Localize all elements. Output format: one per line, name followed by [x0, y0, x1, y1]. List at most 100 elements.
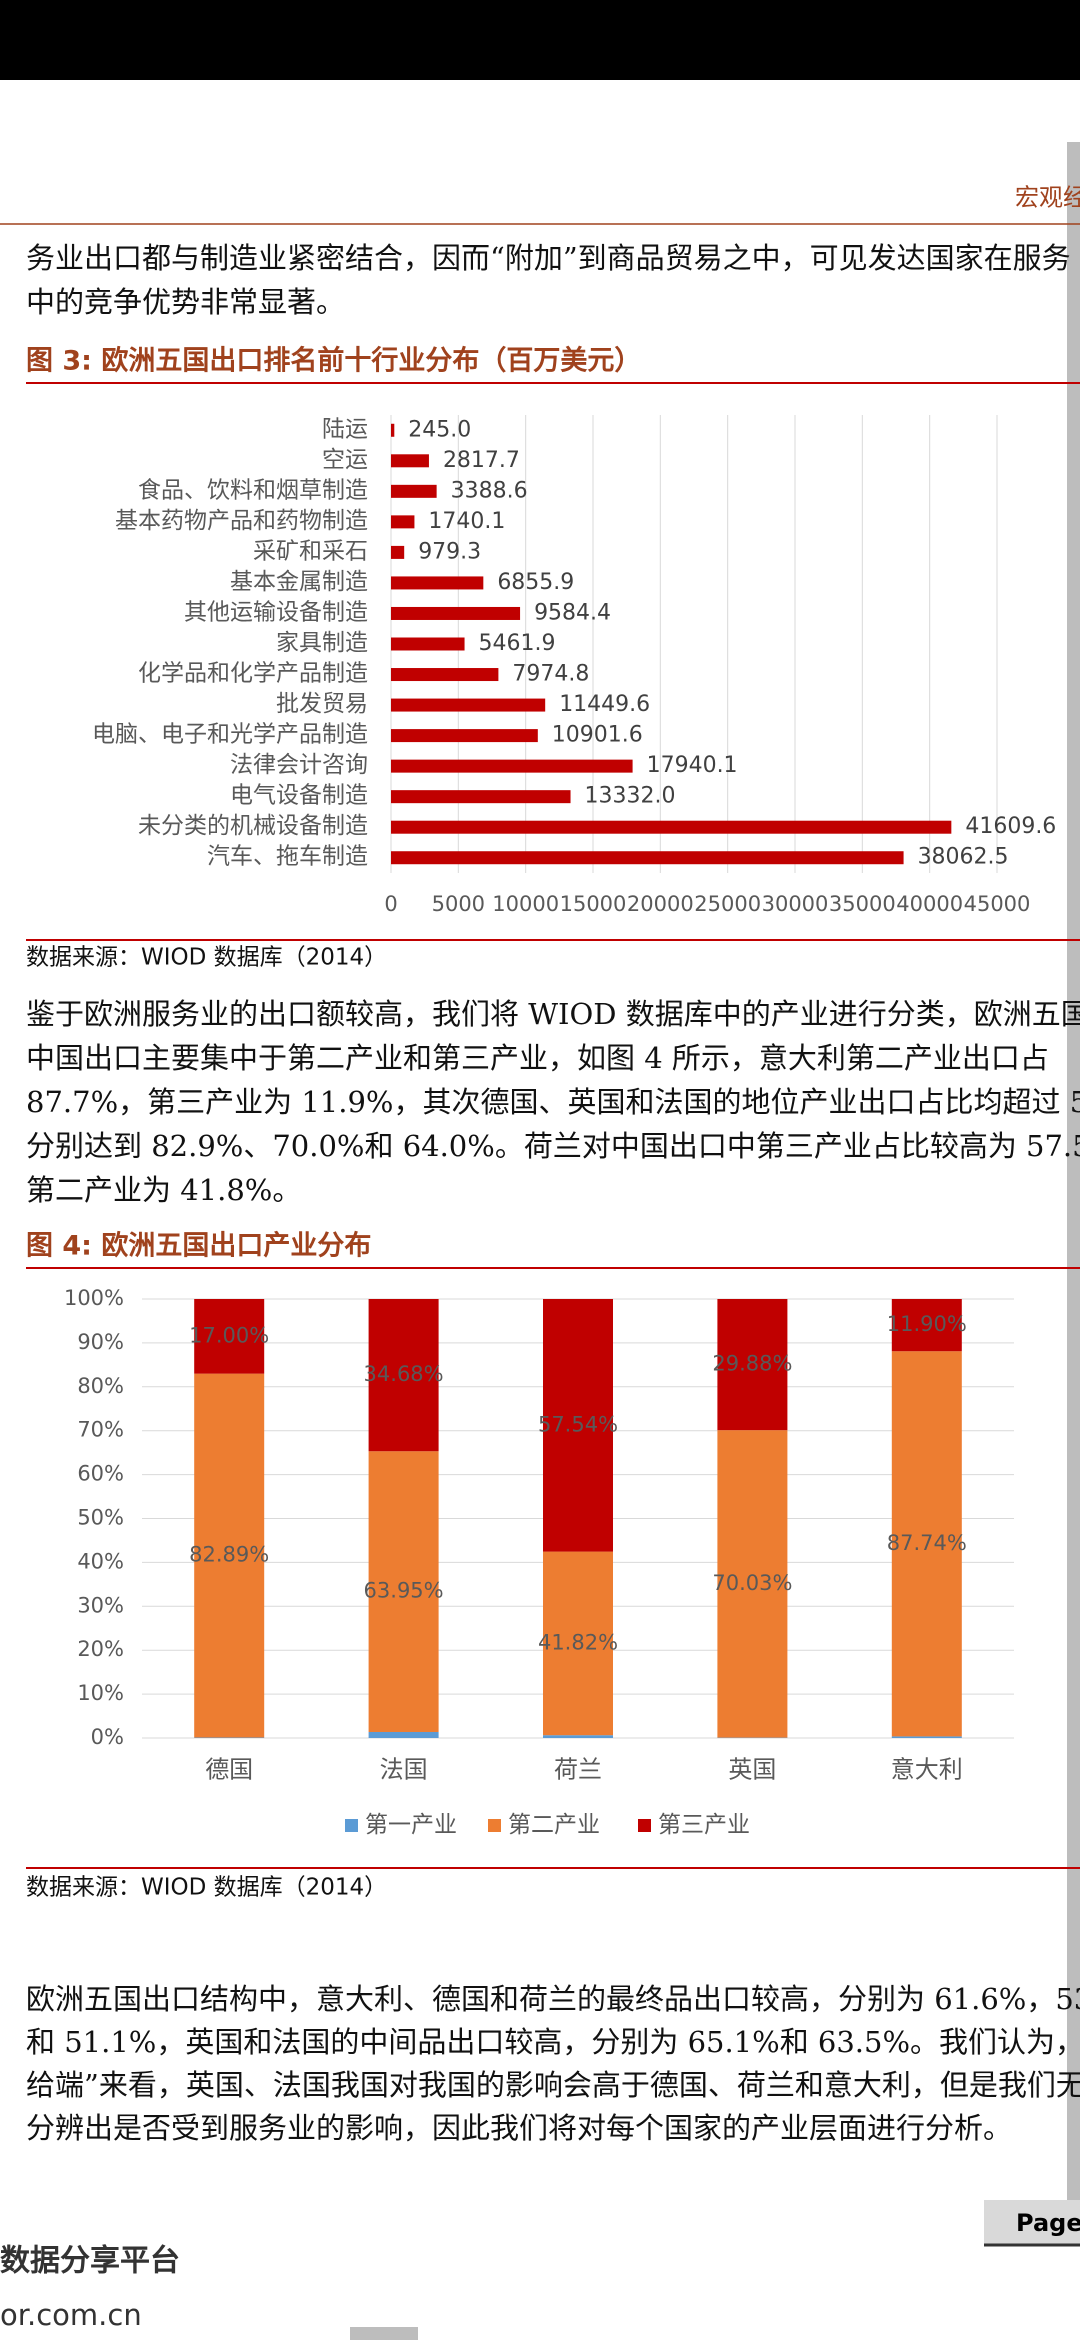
paragraph-line: 分别达到 82.9%、70.0%和 64.0%。荷兰对中国出口中第三产业占比较高… — [26, 1129, 1080, 1163]
data-label: 5461.9 — [479, 631, 556, 656]
y-tick-label: 法律会计咨询 — [230, 752, 368, 778]
x-tick-label: 40000 — [896, 892, 963, 916]
y-tick-label: 60% — [77, 1462, 124, 1486]
data-label: 17940.1 — [647, 753, 738, 778]
y-tick-label: 其他运输设备制造 — [184, 599, 368, 625]
data-label: 3388.6 — [451, 478, 528, 503]
y-tick-label: 批发贸易 — [276, 691, 368, 717]
data-label: 13332.0 — [585, 784, 676, 809]
bar — [391, 729, 538, 743]
bar-segment — [891, 1736, 962, 1738]
bar-segment — [194, 1373, 265, 1738]
legend-label: 第三产业 — [658, 1812, 750, 1838]
y-tick-label: 50% — [77, 1506, 124, 1530]
scrollbar — [1067, 142, 1080, 2200]
data-label: 70.03% — [712, 1571, 792, 1595]
bar — [391, 668, 499, 682]
paragraph-line: 中国出口主要集中于第二产业和第三产业，如图 4 所示，意大利第二产业出口占 — [26, 1041, 1049, 1075]
bar — [391, 790, 571, 804]
y-tick-label: 电气设备制造 — [230, 783, 368, 809]
bar — [391, 851, 904, 865]
x-tick-label: 20000 — [627, 892, 694, 916]
data-label: 1740.1 — [428, 509, 505, 534]
data-label: 29.88% — [712, 1352, 792, 1376]
x-tick-label: 法国 — [380, 1756, 428, 1784]
y-tick-label: 70% — [77, 1418, 124, 1442]
data-label: 7974.8 — [512, 662, 589, 687]
x-tick-label: 英国 — [728, 1756, 776, 1784]
bar — [391, 484, 437, 498]
data-label: 87.74% — [887, 1531, 967, 1555]
page-label: Page — [1016, 2209, 1080, 2237]
data-label: 10901.6 — [552, 723, 643, 748]
legend-swatch — [345, 1819, 358, 1832]
bar — [391, 515, 415, 529]
data-label: 245.0 — [408, 417, 471, 442]
figure-caption: 图 4: 欧洲五国出口产业分布 — [26, 1231, 371, 1262]
x-tick-label: 10000 — [492, 892, 559, 916]
data-label: 11449.6 — [559, 692, 650, 717]
figure-source: 数据来源：WIOD 数据库（2014） — [26, 945, 387, 971]
x-tick-label: 5000 — [432, 892, 485, 916]
data-label: 17.00% — [189, 1323, 269, 1347]
bar-segment — [891, 1299, 962, 1352]
y-tick-label: 基本药物产品和药物制造 — [115, 508, 368, 534]
nav-handle — [350, 2327, 418, 2340]
y-tick-label: 0% — [91, 1725, 124, 1749]
y-tick-label: 电脑、电子和光学产品制造 — [92, 722, 368, 748]
y-tick-label: 陆运 — [322, 416, 368, 442]
data-label: 41609.6 — [965, 814, 1056, 839]
header-title: 宏观经 — [1015, 184, 1080, 212]
y-tick-label: 90% — [77, 1330, 124, 1354]
bar-segment — [194, 1299, 265, 1374]
bar-segment — [717, 1299, 788, 1431]
bar-segment — [543, 1551, 613, 1736]
x-tick-label: 45000 — [964, 892, 1031, 916]
x-tick-label: 35000 — [829, 892, 896, 916]
brand: 数据分享平台 — [0, 2244, 180, 2279]
bar-segment — [368, 1731, 439, 1738]
data-label: 38062.5 — [918, 845, 1009, 870]
data-label: 57.54% — [538, 1412, 618, 1436]
legend-swatch — [488, 1819, 501, 1832]
data-label: 6855.9 — [497, 570, 574, 595]
bar — [391, 545, 405, 559]
paragraph-line: 分辨出是否受到服务业的影响，因此我们将对每个国家的产业层面进行分析。 — [26, 2111, 1012, 2145]
paragraph-line: 中的竞争优势非常显著。 — [26, 285, 345, 319]
y-tick-label: 化学品和化学产品制造 — [138, 661, 368, 687]
y-tick-label: 100% — [64, 1286, 124, 1310]
paragraph-line: 和 51.1%，英国和法国的中间品出口较高，分别为 65.1%和 63.5%。我… — [26, 2025, 1080, 2059]
bar-segment — [368, 1451, 439, 1732]
data-label: 34.68% — [364, 1362, 444, 1386]
x-tick-label: 0 — [384, 892, 397, 916]
figure-source: 数据来源：WIOD 数据库（2014） — [26, 1875, 387, 1901]
y-tick-label: 30% — [77, 1593, 124, 1617]
x-tick-label: 30000 — [762, 892, 829, 916]
y-tick-label: 空运 — [322, 447, 368, 473]
y-tick-label: 20% — [77, 1637, 124, 1661]
paragraph-line: 87.7%，第三产业为 11.9%，其次德国、英国和法国的地位产业出口占比均超过… — [26, 1085, 1080, 1119]
bar-segment — [543, 1735, 613, 1738]
data-label: 82.89% — [189, 1543, 269, 1567]
paragraph-line: 鉴于欧洲服务业的出口额较高，我们将 WIOD 数据库中的产业进行分类，欧洲五国 — [26, 997, 1080, 1031]
bar-segment — [891, 1351, 962, 1737]
figure-caption: 图 3: 欧洲五国出口排名前十行业分布（百万美元） — [26, 345, 641, 377]
x-tick-label: 意大利 — [891, 1756, 963, 1784]
y-tick-label: 80% — [77, 1374, 124, 1398]
bar-segment — [368, 1299, 439, 1452]
bar — [391, 423, 395, 437]
data-label: 9584.4 — [534, 600, 611, 625]
status-bar — [0, 0, 1080, 80]
y-tick-label: 采矿和采石 — [253, 538, 368, 564]
y-tick-label: 基本金属制造 — [230, 569, 368, 595]
legend-label: 第二产业 — [508, 1812, 600, 1838]
paragraph-line: 第二产业为 41.8%。 — [26, 1173, 301, 1207]
y-tick-label: 40% — [77, 1549, 124, 1573]
x-tick-label: 德国 — [205, 1756, 253, 1784]
bar — [391, 637, 465, 651]
x-tick-label: 荷兰 — [554, 1756, 602, 1784]
data-label: 11.90% — [887, 1312, 967, 1336]
y-tick-label: 家具制造 — [276, 630, 368, 656]
paragraph-line: 欧洲五国出口结构中，意大利、德国和荷兰的最终品出口较高，分别为 61.6%，53… — [26, 1982, 1080, 2016]
